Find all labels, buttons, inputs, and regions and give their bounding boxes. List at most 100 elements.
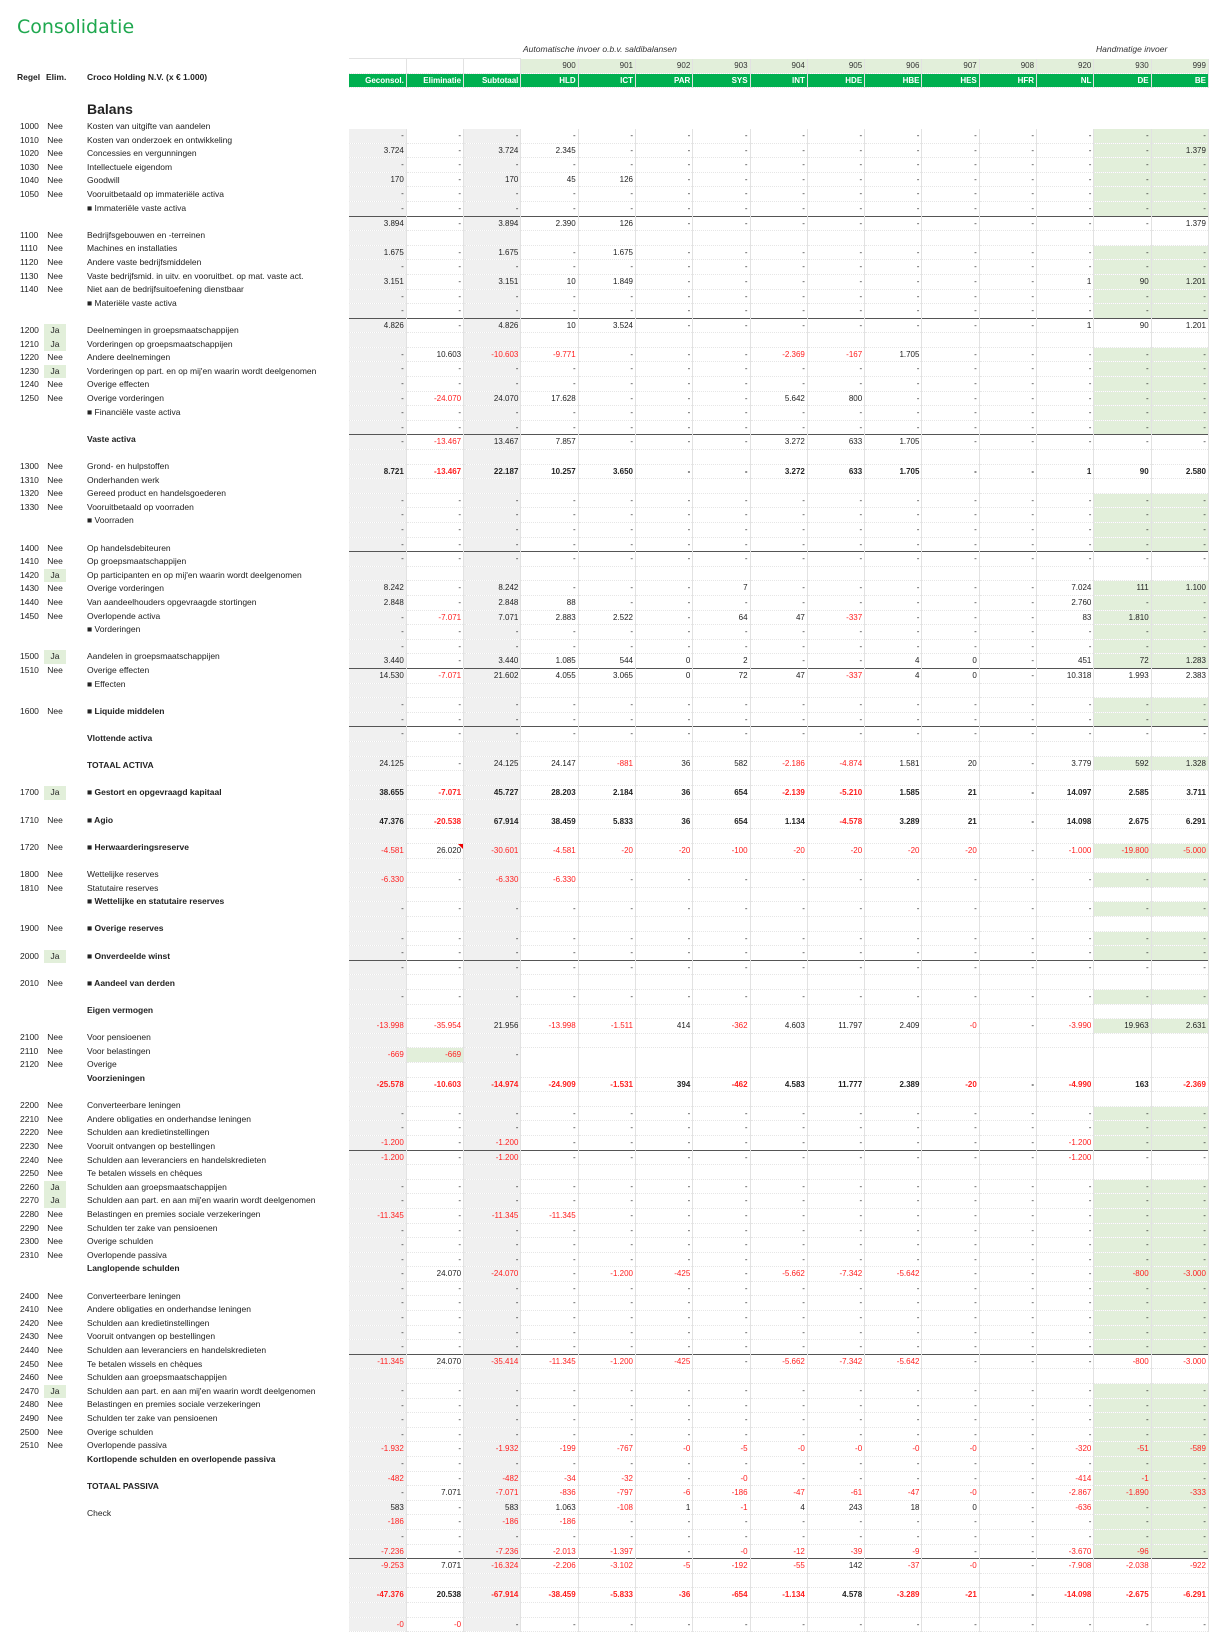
cell-hbe[interactable]: - xyxy=(864,507,923,523)
cell-ict[interactable]: - xyxy=(578,537,636,553)
cell-hbe[interactable]: - xyxy=(864,959,923,976)
column-header-int[interactable]: INT xyxy=(750,73,808,89)
cell-ict[interactable]: - xyxy=(578,1310,636,1326)
cell-hld[interactable]: - xyxy=(520,945,579,961)
cell-int[interactable]: - xyxy=(750,1617,808,1632)
cell-subtotaal[interactable]: - xyxy=(463,1281,522,1297)
cell-hes[interactable]: - xyxy=(921,1339,980,1355)
cell-sys[interactable]: - xyxy=(692,507,751,523)
cell-geconsol[interactable]: 8.721 xyxy=(349,464,407,480)
cell-be[interactable]: - xyxy=(1151,1514,1209,1530)
cell-hld[interactable]: - xyxy=(520,931,579,947)
cell-de[interactable]: - xyxy=(1093,1529,1152,1545)
cell-eliminatie[interactable]: - xyxy=(406,551,465,567)
cell-hfr[interactable]: - xyxy=(979,1223,1038,1239)
cell-ict[interactable]: - xyxy=(578,1281,636,1297)
cell-par[interactable]: - xyxy=(635,1427,694,1443)
cell-be[interactable]: - xyxy=(1151,1149,1209,1166)
cell-ict[interactable]: 126 xyxy=(578,215,636,232)
cell-hes[interactable]: - xyxy=(921,945,980,961)
cell-hfr[interactable]: - xyxy=(979,1398,1038,1414)
cell-hbe[interactable]: - xyxy=(864,1135,923,1151)
cell-be[interactable]: - xyxy=(1151,537,1209,553)
cell-par[interactable]: - xyxy=(635,434,694,451)
cell-de[interactable]: - xyxy=(1093,1383,1152,1399)
cell-geconsol[interactable]: - xyxy=(349,1252,407,1268)
cell-de[interactable]: - xyxy=(1093,1208,1152,1224)
cell-sys[interactable]: 2 xyxy=(692,653,751,669)
cell-hde[interactable]: - xyxy=(807,945,866,961)
cell-par[interactable]: - xyxy=(635,405,694,421)
cell-sys[interactable]: - xyxy=(692,1339,751,1355)
cell-ict[interactable]: - xyxy=(578,391,636,407)
cell-sys[interactable]: - xyxy=(692,872,751,888)
cell-nl[interactable]: - xyxy=(1036,157,1095,173)
cell-hde[interactable]: 633 xyxy=(807,464,866,480)
cell-hbe[interactable]: - xyxy=(864,274,923,290)
cell-hfr[interactable]: - xyxy=(979,143,1038,159)
cell-ict[interactable]: - xyxy=(578,901,636,918)
elim-flag[interactable]: Nee xyxy=(47,1141,63,1151)
cell-nl[interactable]: -1.200 xyxy=(1036,1149,1095,1166)
cell-int[interactable]: - xyxy=(750,1529,808,1545)
cell-de[interactable]: -1.890 xyxy=(1093,1485,1152,1501)
cell-eliminatie[interactable]: - xyxy=(406,537,465,553)
cell-ict[interactable]: -5.833 xyxy=(578,1587,636,1603)
cell-geconsol[interactable]: - xyxy=(349,361,407,378)
cell-subtotaal[interactable]: - xyxy=(463,639,522,655)
cell-eliminatie[interactable]: - xyxy=(406,1106,465,1122)
cell-int[interactable]: -5.662 xyxy=(750,1353,808,1370)
cell-de[interactable]: 72 xyxy=(1093,653,1152,669)
cell-hfr[interactable]: - xyxy=(979,1193,1038,1209)
cell-eliminatie[interactable]: - xyxy=(406,1529,465,1545)
cell-ict[interactable]: - xyxy=(578,1427,636,1443)
cell-geconsol[interactable]: -7.236 xyxy=(349,1544,407,1560)
cell-hde[interactable]: - xyxy=(807,201,866,217)
cell-sys[interactable]: - xyxy=(692,347,751,363)
cell-ict[interactable]: -1.200 xyxy=(578,1353,636,1370)
cell-nl[interactable] xyxy=(1036,1047,1095,1063)
cell-ict[interactable]: - xyxy=(578,1383,636,1399)
elim-flag[interactable]: Nee xyxy=(47,1317,63,1328)
cell-hes[interactable]: 21 xyxy=(921,785,980,801)
cell-subtotaal[interactable]: 67.914 xyxy=(463,814,522,830)
cell-hbe[interactable]: - xyxy=(864,172,923,188)
cell-eliminatie[interactable]: - xyxy=(406,1500,465,1516)
elim-flag[interactable]: Ja xyxy=(44,364,66,379)
cell-hde[interactable]: - xyxy=(807,493,866,509)
cell-par[interactable]: - xyxy=(635,128,694,144)
cell-eliminatie[interactable]: - xyxy=(406,639,465,655)
cell-hes[interactable]: -0 xyxy=(921,1441,980,1457)
cell-par[interactable]: - xyxy=(635,1617,694,1632)
cell-geconsol[interactable]: 170 xyxy=(349,172,407,188)
cell-par[interactable]: - xyxy=(635,901,694,918)
cell-hld[interactable]: - xyxy=(520,303,579,319)
cell-de[interactable]: -96 xyxy=(1093,1544,1152,1560)
cell-hde[interactable]: -5.210 xyxy=(807,785,866,801)
cell-geconsol[interactable]: - xyxy=(349,726,407,742)
cell-par[interactable]: - xyxy=(635,1193,694,1209)
cell-hld[interactable]: -186 xyxy=(520,1514,579,1530)
cell-sys[interactable]: - xyxy=(692,464,751,480)
cell-hde[interactable]: - xyxy=(807,1339,866,1355)
cell-eliminatie[interactable]: 26.020 xyxy=(406,843,465,859)
elim-flag[interactable]: Nee xyxy=(47,352,63,363)
cell-geconsol[interactable]: - xyxy=(349,1427,407,1443)
cell-subtotaal[interactable]: - xyxy=(463,1325,522,1341)
cell-eliminatie[interactable]: - xyxy=(406,1208,465,1224)
cell-nl[interactable]: -1.200 xyxy=(1036,1135,1095,1151)
cell-subtotaal[interactable]: -7.236 xyxy=(463,1544,522,1560)
cell-sys[interactable]: -462 xyxy=(692,1077,751,1093)
cell-de[interactable]: -2.038 xyxy=(1093,1558,1152,1574)
cell-be[interactable]: - xyxy=(1151,1193,1209,1209)
cell-de[interactable]: - xyxy=(1093,1237,1152,1253)
cell-nl[interactable]: - xyxy=(1036,186,1095,202)
cell-nl[interactable]: - xyxy=(1036,1383,1095,1399)
cell-subtotaal[interactable]: - xyxy=(463,551,522,567)
cell-hde[interactable]: - xyxy=(807,361,866,378)
cell-hbe[interactable]: - xyxy=(864,186,923,202)
cell-sys[interactable]: 582 xyxy=(692,756,751,772)
cell-hes[interactable]: - xyxy=(921,186,980,202)
cell-eliminatie[interactable]: - xyxy=(406,756,465,772)
cell-hfr[interactable]: - xyxy=(979,317,1038,334)
